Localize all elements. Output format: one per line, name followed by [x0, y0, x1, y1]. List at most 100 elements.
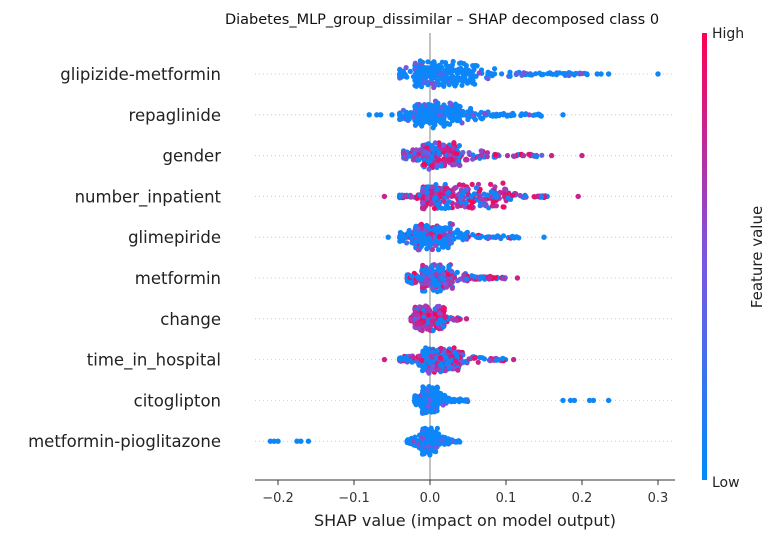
shap-point [451, 397, 458, 403]
shap-point [478, 152, 484, 159]
shap-point [560, 70, 567, 77]
shap-point [421, 319, 427, 325]
outlier-point [560, 397, 566, 404]
shap-point [416, 106, 422, 112]
feature-label: glipizide-metformin [60, 65, 221, 84]
shap-point [502, 275, 508, 281]
shap-point [445, 245, 451, 251]
shap-point [443, 110, 449, 116]
feature-label: glimepiride [128, 228, 221, 247]
shap-point [470, 77, 476, 84]
colorbar [702, 33, 707, 480]
shap-point [430, 349, 436, 355]
shap-point [446, 63, 452, 70]
outlier-point [377, 112, 384, 118]
outlier-point [267, 438, 274, 444]
shap-point [473, 185, 479, 191]
colorbar-high-label: High [712, 26, 744, 42]
shap-point [441, 271, 447, 277]
shap-point [584, 72, 590, 78]
shap-point [464, 276, 470, 282]
feature-label: time_in_hospital [87, 351, 221, 371]
shap-point [499, 71, 505, 77]
shap-point [532, 112, 538, 118]
shap-point [404, 240, 410, 246]
shap-point [413, 147, 419, 153]
shap-point [526, 151, 532, 157]
shap-point [521, 153, 527, 159]
shap-point [450, 193, 456, 199]
shap-point [445, 148, 451, 154]
shap-point [500, 180, 506, 186]
shap-point [447, 121, 453, 127]
shap-point [472, 117, 478, 123]
shap-point [421, 161, 427, 167]
outlier-point [590, 397, 597, 404]
shap-point [420, 401, 426, 407]
shap-point [425, 368, 431, 374]
shap-point [493, 203, 499, 209]
shap-point [437, 191, 443, 197]
outlier-point [366, 112, 372, 118]
outlier-point [598, 71, 604, 77]
shap-point [487, 358, 493, 364]
shap-point [452, 230, 458, 236]
shap-point [492, 275, 498, 281]
shap-point [442, 68, 448, 74]
shap-point [429, 80, 435, 86]
shap-point [461, 75, 467, 81]
feature-label: metformin [135, 269, 221, 288]
shap-point [508, 112, 514, 119]
shap-point [436, 157, 442, 163]
shap-point [442, 79, 448, 85]
shap-point [442, 314, 448, 320]
x-tick-label: −0.2 [262, 491, 294, 506]
shap-point [476, 70, 482, 76]
shap-point [490, 190, 497, 196]
shap-point [414, 321, 420, 327]
shap-point [468, 193, 474, 199]
shap-point [461, 61, 467, 67]
shap-point [432, 226, 438, 232]
shap-point [571, 72, 577, 78]
shap-point [514, 234, 520, 240]
shap-point [466, 204, 472, 210]
shap-point [440, 244, 446, 250]
shap-point [397, 192, 403, 198]
shap-point [468, 105, 474, 112]
shap-point [435, 247, 442, 253]
shap-point [438, 345, 444, 351]
outlier-point [548, 152, 555, 159]
shap-point [440, 198, 446, 204]
shap-point [500, 233, 507, 239]
shap-point [423, 277, 429, 283]
shap-point [492, 151, 499, 158]
shap-point [425, 403, 432, 409]
shap-point [450, 58, 456, 65]
shap-point [430, 327, 436, 333]
shap-point [510, 192, 516, 198]
colorbar-low-label: Low [712, 475, 740, 491]
shap-point [412, 60, 418, 66]
shap-point [424, 194, 430, 200]
shap-point [442, 368, 449, 374]
shap-point [434, 425, 440, 431]
shap-point [460, 149, 466, 156]
shap-point [535, 193, 541, 200]
shap-point [489, 72, 495, 78]
shap-point [470, 156, 476, 162]
shap-point [522, 193, 528, 199]
shap-point [469, 181, 475, 187]
shap-point [502, 186, 508, 192]
outlier-point [605, 397, 612, 404]
outlier-point [305, 438, 312, 444]
shap-point [429, 163, 435, 169]
shap-point [493, 194, 499, 201]
shap-point [456, 182, 463, 188]
shap-point [449, 285, 455, 291]
shap-point [435, 367, 441, 373]
shap-point [470, 112, 476, 118]
shap-point [485, 69, 491, 75]
shap-point [429, 354, 435, 360]
shap-point [452, 350, 458, 356]
